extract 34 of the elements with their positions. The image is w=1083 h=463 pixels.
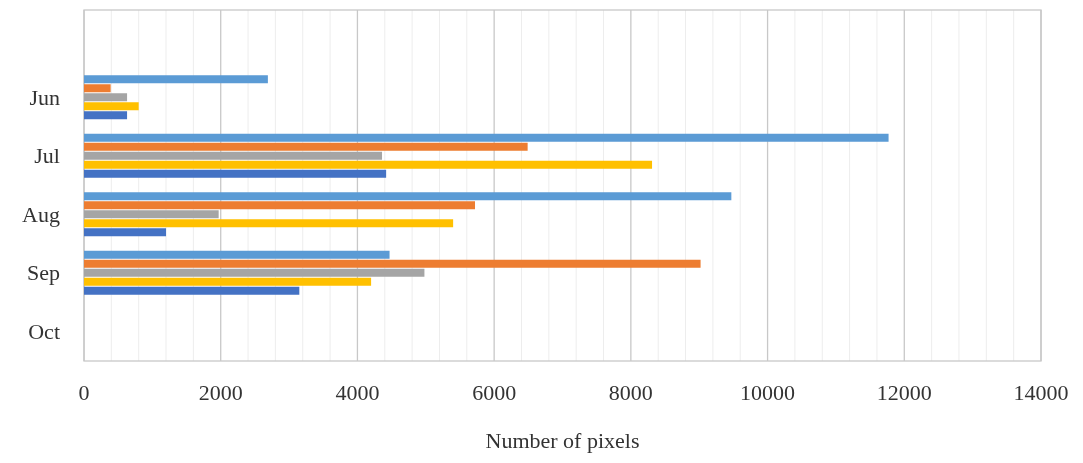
bar: [84, 201, 475, 210]
bar: [84, 286, 300, 295]
bar: [84, 160, 653, 169]
bar: [84, 75, 268, 84]
bar: [84, 84, 111, 93]
x-tick-label: 6000: [472, 380, 517, 405]
x-tick-label: 2000: [198, 380, 243, 405]
bar: [84, 268, 425, 277]
bar: [84, 111, 128, 120]
y-tick-label: Aug: [22, 201, 60, 227]
bar: [84, 102, 139, 111]
bar: [84, 142, 528, 151]
bar: [84, 228, 167, 237]
bar: [84, 277, 372, 286]
x-axis-title: Number of pixels: [485, 428, 640, 453]
x-tick-label: 12000: [876, 380, 932, 405]
x-tick-label: 14000: [1013, 380, 1069, 405]
bar: [84, 192, 732, 201]
bar: [84, 259, 701, 268]
x-tick-label: 0: [78, 380, 90, 405]
y-tick-label: Sep: [27, 260, 60, 286]
bar: [84, 133, 889, 142]
y-tick-label: Jun: [29, 84, 60, 110]
x-tick-label: 4000: [335, 380, 380, 405]
bar: [84, 250, 390, 259]
bar: [84, 169, 387, 178]
bar: [84, 210, 219, 219]
y-tick-label: Jul: [34, 143, 60, 169]
bar: [84, 151, 383, 160]
x-tick-label: 8000: [608, 380, 653, 405]
x-tick-label: 10000: [740, 380, 796, 405]
y-tick-label: Oct: [28, 318, 60, 344]
bar: [84, 219, 454, 228]
bar: [84, 93, 128, 102]
